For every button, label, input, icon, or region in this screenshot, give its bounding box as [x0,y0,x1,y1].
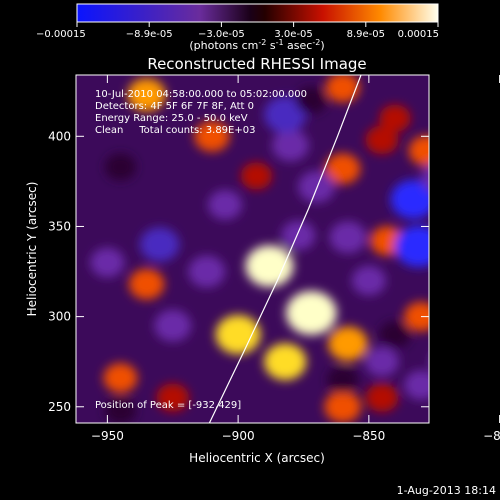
plot-frame [75,74,430,424]
annotation-time-range: 10-Jul-2010 04:58:00.000 to 05:02:00.000 [95,89,307,100]
heatmap-blob [448,110,488,144]
heatmap-blob [139,227,180,262]
footer-timestamp: 1-Aug-2013 18:14 [397,484,496,497]
colorbar-tick-label: −0.00015 [36,29,86,40]
annotation-peak-position: Position of Peak = [-932,429] [95,400,241,411]
heatmap-blob [324,390,362,423]
y-axis-label: Heliocentric Y (arcsec) [25,182,39,317]
heatmap-blob [379,104,411,132]
heatmap-blob [408,135,429,167]
heatmap-blob [295,86,327,114]
heatmap-blob [447,195,478,222]
heatmap-blob [364,346,399,377]
heatmap-blob [104,396,137,423]
colorbar-tick-label: −3.0e-05 [198,29,245,40]
heatmap-blob [298,170,335,203]
heatmap-blob [281,220,316,251]
heatmap-blob [272,129,309,162]
x-tick-label: −800 [483,429,500,443]
heatmap-blob [188,255,226,288]
heatmap-blobs [90,75,500,423]
heatmap-blob [351,265,386,296]
colorbar-tick-label: 0.00015 [398,29,439,40]
annotation-clean-counts: Clean Total counts: 3.89E+03 [95,125,255,136]
y-tick-label: 350 [48,219,71,233]
axis-ticks: −950 −900 −850 −800 250 300 350 400 [48,75,500,443]
heatmap-blob [325,75,360,103]
heatmap-blob [194,120,230,152]
heatmap-blob [328,326,368,361]
x-tick-label: −850 [352,429,385,443]
heatmap-blob [365,125,399,155]
heatmap-blob [286,291,337,336]
colorbar-tick-label: 8.9e-05 [347,29,385,40]
heatmap-blob [404,301,429,332]
heatmap-blob [458,155,495,187]
annotation-detectors: Detectors: 4F 5F 6F 7F 8F, Att 0 [95,101,254,112]
chart-title: Reconstructed RHESSI Image [147,55,366,73]
heatmap-blob [365,383,399,412]
heatmap-blob [264,96,307,134]
heatmap-blob [90,247,125,278]
heatmap-blob [156,383,190,412]
heatmap-blob [421,164,429,191]
solar-limb-curve [208,75,362,423]
heatmap-blob [475,384,500,412]
heatmap-blob [240,162,273,190]
annotation-energy-range: Energy Range: 25.0 - 50.0 keV [95,113,248,124]
colorbar [76,3,439,23]
heatmap-blob [154,309,192,342]
colorbar-tick-label: −8.9e-05 [126,29,173,40]
heatmap-blob [379,321,411,349]
y-tick-label: 300 [48,310,71,324]
heatmap-blob [264,343,307,381]
heatmap-blob [104,153,137,181]
heatmap-blob [430,347,464,377]
heatmap-blob [325,153,361,185]
x-axis-label: Heliocentric X (arcsec) [189,451,325,465]
heatmap-blob [215,315,261,355]
heatmap-blob [471,253,500,290]
heatmap-blob [477,284,500,323]
colorbar-tick-label: 3.0e-05 [274,29,312,40]
heatmap-blob [245,245,294,287]
colorbar-ticks: −0.00015 −8.9e-05 −3.0e-05 3.0e-05 8.9e-05 0.… [36,22,439,40]
heatmap-blob [128,268,165,300]
heatmap-blob [442,268,479,300]
y-tick-label: 400 [48,129,71,143]
x-tick-label: −900 [222,429,255,443]
heatmap-blob [103,363,138,393]
heatmap-blob [327,366,359,394]
colorbar-units-label: (photons cm-2 s-1 asec-2) [189,38,324,53]
y-tick-label: 250 [48,400,71,414]
heatmap-blob [404,370,429,400]
heatmap-blob [208,190,243,220]
heatmap-image [76,75,500,423]
heatmap-blob [127,78,166,112]
heatmap-blob [329,221,367,254]
x-tick-label: −950 [91,429,124,443]
heatmap-blob [390,179,429,220]
heatmap-blob [394,225,429,268]
